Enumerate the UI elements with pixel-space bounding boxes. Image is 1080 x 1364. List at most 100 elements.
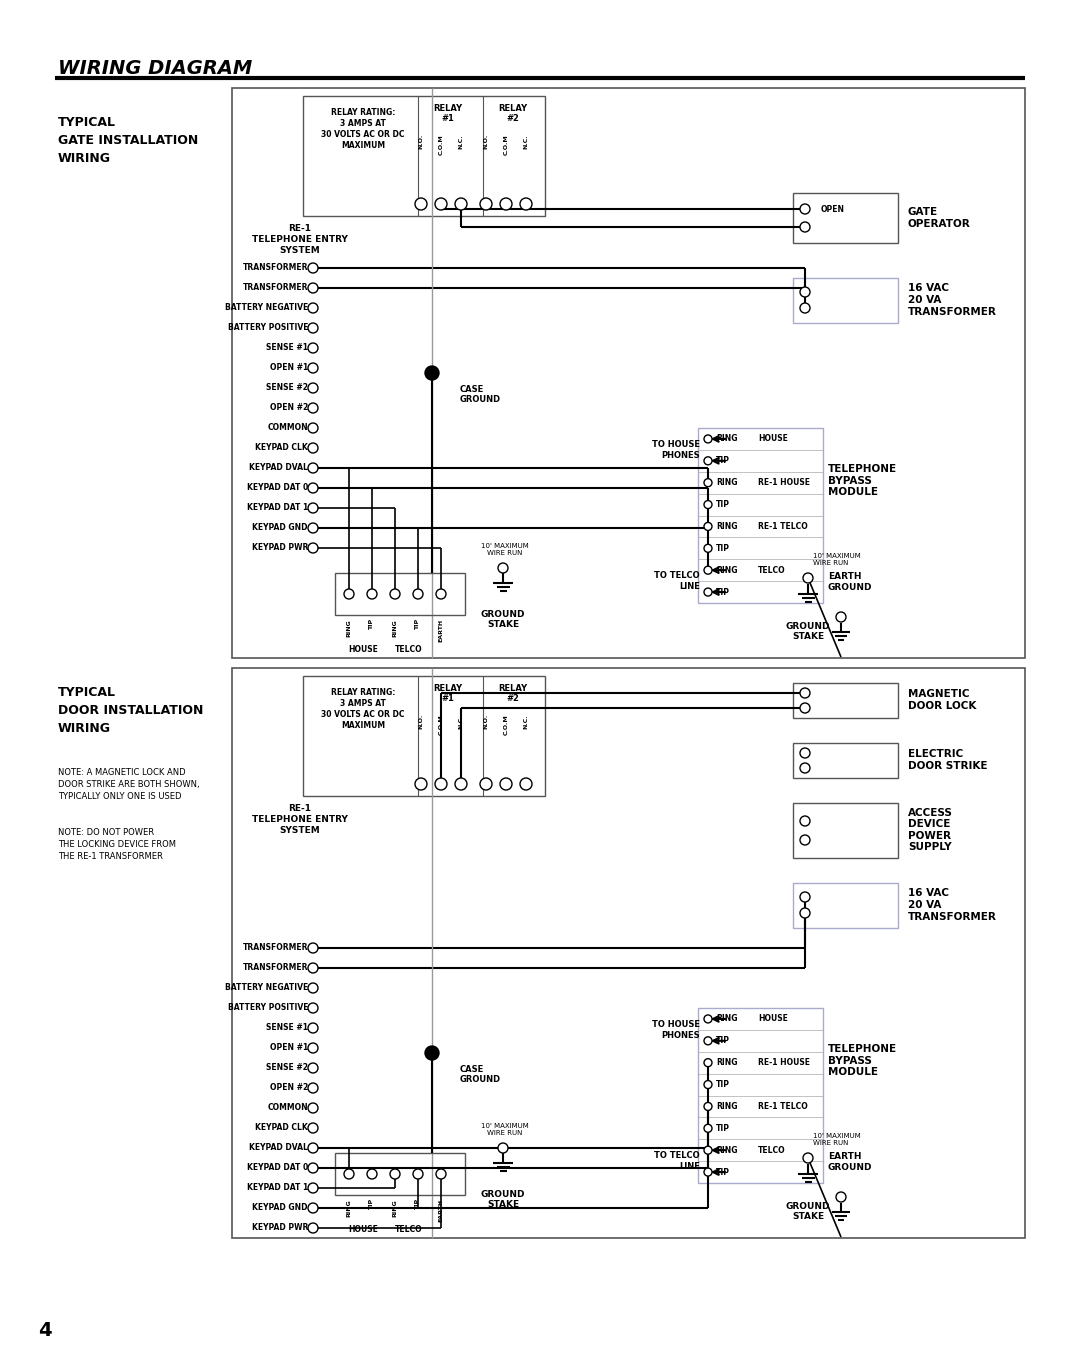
Text: RE-1 TELCO: RE-1 TELCO <box>758 522 808 531</box>
Circle shape <box>308 1224 318 1233</box>
Circle shape <box>308 1123 318 1133</box>
Bar <box>793 683 897 717</box>
Text: TIP: TIP <box>716 544 730 552</box>
Text: GROUND
STAKE: GROUND STAKE <box>786 1202 831 1221</box>
Text: TELCO: TELCO <box>758 1146 785 1155</box>
Text: TO TELCO
LINE: TO TELCO LINE <box>654 1151 700 1170</box>
Text: HOUSE: HOUSE <box>758 1015 788 1023</box>
Circle shape <box>704 501 712 509</box>
Bar <box>303 95 545 216</box>
Text: TIP: TIP <box>369 1199 375 1210</box>
Circle shape <box>800 892 810 902</box>
Text: RE-1 HOUSE: RE-1 HOUSE <box>758 479 810 487</box>
Text: RING: RING <box>716 479 738 487</box>
Text: C.O.M: C.O.M <box>438 713 444 735</box>
Text: RELAY RATING:
3 AMPS AT
30 VOLTS AC OR DC
MAXIMUM: RELAY RATING: 3 AMPS AT 30 VOLTS AC OR D… <box>321 108 405 150</box>
Circle shape <box>308 943 318 953</box>
Text: N.O.: N.O. <box>484 134 488 149</box>
Circle shape <box>308 423 318 432</box>
Text: 4: 4 <box>38 1320 52 1339</box>
Text: GROUND
STAKE: GROUND STAKE <box>481 610 525 629</box>
Circle shape <box>500 198 512 210</box>
Text: SENSE #2: SENSE #2 <box>266 383 308 393</box>
Circle shape <box>804 1153 813 1163</box>
Text: TIP: TIP <box>369 619 375 630</box>
Circle shape <box>704 1102 712 1110</box>
Bar <box>335 573 465 615</box>
Text: ACCESS
DEVICE
POWER
SUPPLY: ACCESS DEVICE POWER SUPPLY <box>908 807 953 852</box>
Circle shape <box>308 383 318 393</box>
Circle shape <box>836 612 846 622</box>
Circle shape <box>308 1003 318 1013</box>
Circle shape <box>426 366 438 381</box>
Circle shape <box>436 589 446 599</box>
Text: TIP: TIP <box>716 1080 730 1088</box>
Circle shape <box>308 543 318 552</box>
Text: 10' MAXIMUM
WIRE RUN: 10' MAXIMUM WIRE RUN <box>813 1133 861 1146</box>
Circle shape <box>800 747 810 758</box>
Circle shape <box>500 777 512 790</box>
Bar <box>232 668 1025 1239</box>
Text: RELAY
#1: RELAY #1 <box>433 104 462 123</box>
Text: KEYPAD DAT 0: KEYPAD DAT 0 <box>246 483 308 492</box>
Text: N.C.: N.C. <box>524 713 528 728</box>
Text: RING: RING <box>716 1146 738 1155</box>
Text: BATTERY NEGATIVE: BATTERY NEGATIVE <box>225 304 308 312</box>
Circle shape <box>308 303 318 312</box>
Circle shape <box>704 1015 712 1023</box>
Text: TIP: TIP <box>716 1168 730 1177</box>
Circle shape <box>435 777 447 790</box>
Circle shape <box>308 1083 318 1093</box>
Text: RING: RING <box>716 1015 738 1023</box>
Text: TYPICAL
GATE INSTALLATION
WIRING: TYPICAL GATE INSTALLATION WIRING <box>58 116 199 165</box>
Text: TIP: TIP <box>716 1124 730 1133</box>
Text: RING: RING <box>347 1199 351 1217</box>
Text: OPEN #1: OPEN #1 <box>270 363 308 372</box>
Circle shape <box>345 1169 354 1178</box>
Circle shape <box>367 589 377 599</box>
Text: CASE
GROUND: CASE GROUND <box>460 385 501 404</box>
Text: TELCO: TELCO <box>395 645 422 653</box>
Circle shape <box>345 589 354 599</box>
Text: KEYPAD CLK: KEYPAD CLK <box>255 1124 308 1132</box>
Circle shape <box>308 1063 318 1073</box>
Text: CASE
GROUND: CASE GROUND <box>460 1065 501 1084</box>
Circle shape <box>455 198 467 210</box>
Text: RELAY
#2: RELAY #2 <box>499 104 527 123</box>
Text: TIP: TIP <box>716 588 730 596</box>
Text: GATE
OPERATOR: GATE OPERATOR <box>908 207 971 229</box>
Text: RELAY
#1: RELAY #1 <box>433 683 462 704</box>
Circle shape <box>704 522 712 531</box>
Text: TO HOUSE
PHONES: TO HOUSE PHONES <box>652 1020 700 1039</box>
Text: TRANSFORMER: TRANSFORMER <box>243 944 308 952</box>
Text: TRANSFORMER: TRANSFORMER <box>243 263 308 273</box>
Text: OPEN #2: OPEN #2 <box>270 404 308 412</box>
Circle shape <box>704 1146 712 1154</box>
Circle shape <box>704 1168 712 1176</box>
Text: TYPICAL
DOOR INSTALLATION
WIRING: TYPICAL DOOR INSTALLATION WIRING <box>58 686 203 735</box>
Circle shape <box>519 777 532 790</box>
Circle shape <box>435 198 447 210</box>
Text: OPEN #2: OPEN #2 <box>270 1083 308 1093</box>
Text: C.O.M: C.O.M <box>438 134 444 154</box>
Circle shape <box>308 1143 318 1153</box>
Circle shape <box>436 1169 446 1178</box>
Bar <box>793 803 897 858</box>
Text: MAGNETIC
DOOR LOCK: MAGNETIC DOOR LOCK <box>908 689 976 711</box>
Text: HOUSE: HOUSE <box>348 645 378 653</box>
Text: OPEN: OPEN <box>821 205 845 214</box>
Circle shape <box>704 479 712 487</box>
Circle shape <box>800 222 810 232</box>
Circle shape <box>390 1169 400 1178</box>
Text: ELECTRIC
DOOR STRIKE: ELECTRIC DOOR STRIKE <box>908 749 987 771</box>
Text: RING: RING <box>716 522 738 531</box>
Circle shape <box>308 1103 318 1113</box>
Circle shape <box>704 1058 712 1067</box>
Text: BATTERY POSITIVE: BATTERY POSITIVE <box>228 1004 308 1012</box>
Circle shape <box>704 588 712 596</box>
Text: TELCO: TELCO <box>758 566 785 574</box>
Circle shape <box>415 777 427 790</box>
Text: KEYPAD DAT 1: KEYPAD DAT 1 <box>246 1184 308 1192</box>
Text: RELAY RATING:
3 AMPS AT
30 VOLTS AC OR DC
MAXIMUM: RELAY RATING: 3 AMPS AT 30 VOLTS AC OR D… <box>321 687 405 730</box>
Text: HOUSE: HOUSE <box>348 1225 378 1234</box>
